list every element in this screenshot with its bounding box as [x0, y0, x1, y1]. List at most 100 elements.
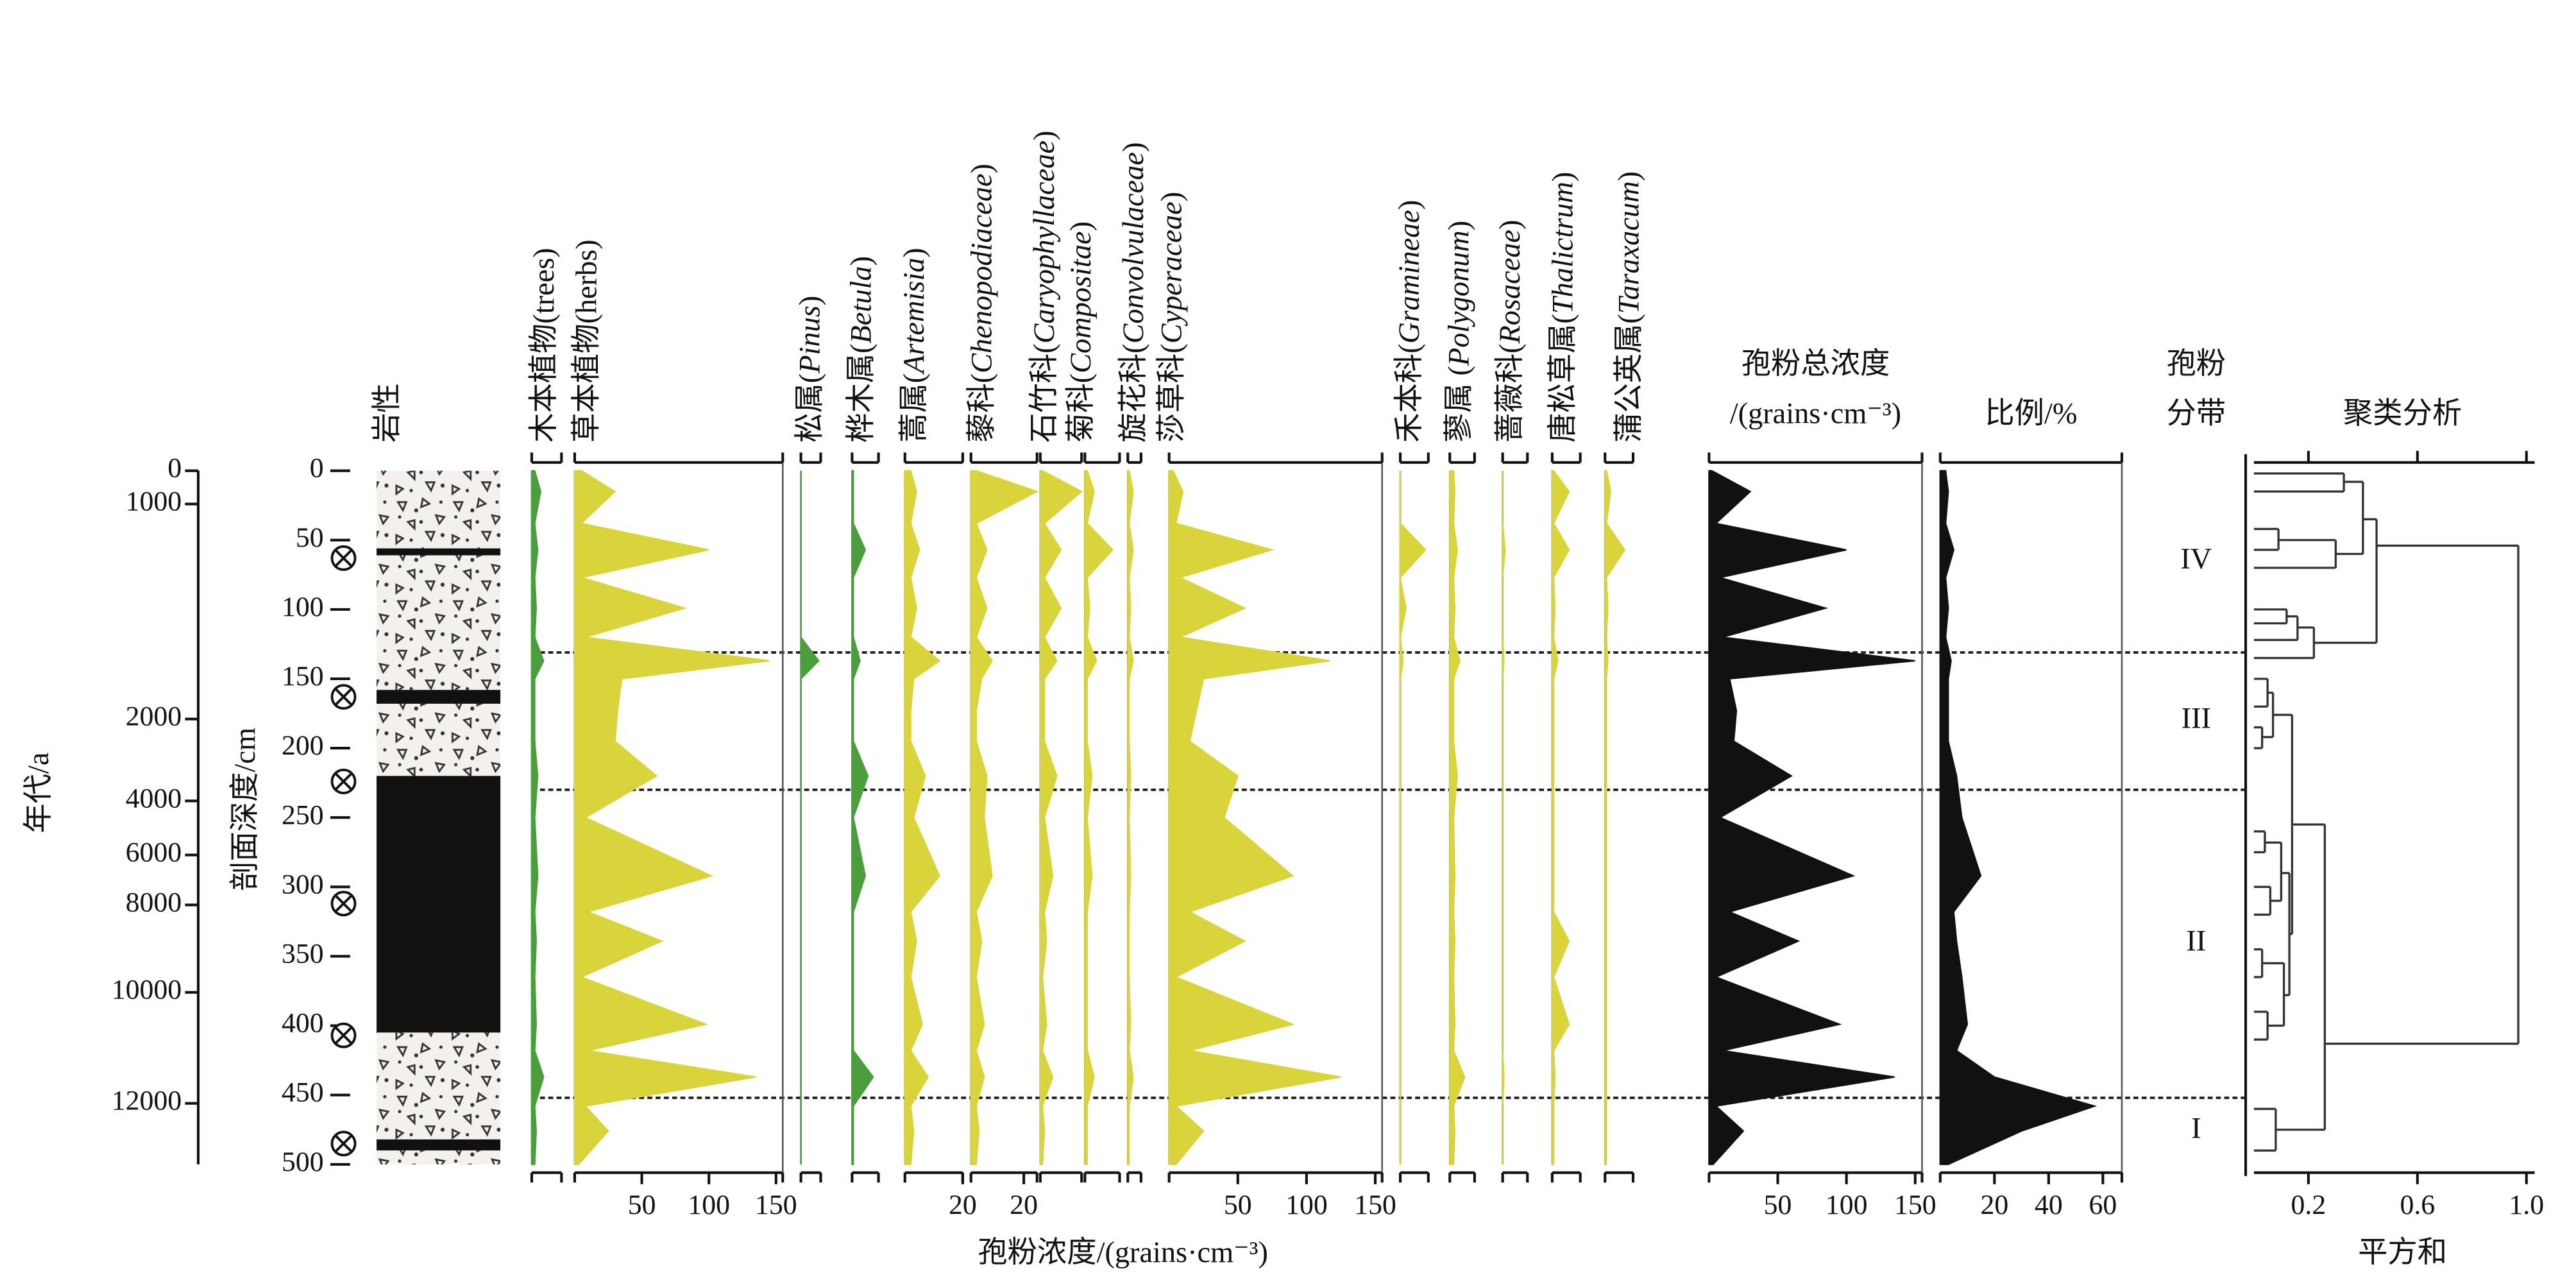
depth-tick-label: 300 — [282, 869, 324, 900]
panel-header: 石竹科(Caryophyllaceae) — [1028, 131, 1061, 443]
panel-subheader: /(grains·cm⁻³) — [1730, 397, 1901, 430]
header-part: Compositae — [1064, 231, 1097, 373]
dating-marker — [330, 891, 357, 917]
pollen-curve — [970, 470, 1039, 1165]
header-part: 松属( — [793, 373, 826, 443]
pollen-curve — [1084, 470, 1114, 1165]
header-part: 蓼属 ( — [1443, 366, 1475, 443]
header-part: ) — [1064, 221, 1097, 231]
age-tick-label: 12000 — [112, 1086, 182, 1116]
header-part: Cyperaceae — [1155, 201, 1188, 343]
header-part: ) — [1393, 200, 1426, 210]
lithology-layer — [377, 690, 501, 704]
lithology-title: 岩性 — [371, 383, 403, 443]
header-part: ) — [1117, 142, 1150, 152]
pollen-curve — [1939, 470, 2097, 1165]
pollen-curve — [1449, 470, 1466, 1165]
dating-cross — [334, 687, 353, 706]
header-part: ) — [1546, 172, 1579, 182]
age-tick-label: 0 — [167, 453, 182, 484]
header-part: 莎草科( — [1155, 343, 1188, 442]
x-tick-label: 20 — [1010, 1190, 1038, 1220]
age-tick-label: 4000 — [126, 783, 182, 814]
header-part: Polygonum — [1443, 230, 1475, 366]
age-tick-label: 8000 — [126, 887, 182, 917]
panel-header: 桦木属(Betula) — [845, 256, 877, 443]
pollen-curve — [1502, 470, 1506, 1165]
header-part: ) — [897, 248, 930, 257]
header-part: 禾本科( — [1393, 343, 1426, 442]
panel-header: 松属(Pinus) — [793, 296, 826, 443]
header-part: Chenopodiaceae — [965, 173, 998, 373]
depth-tick-label: 400 — [282, 1008, 324, 1039]
x-tick-label: 20 — [949, 1190, 977, 1220]
depth-tick-label: 150 — [282, 661, 324, 692]
dating-marker — [330, 684, 357, 710]
x-tick-label: 150 — [1894, 1190, 1936, 1220]
x-tick-label: 20 — [1980, 1190, 2008, 1220]
header-part: Artemisia — [897, 258, 930, 375]
dating-cross — [334, 549, 353, 568]
cluster-tick-label: 0.6 — [2400, 1190, 2435, 1220]
header-part: Thalictrum — [1546, 182, 1579, 314]
depth-tick-label: 250 — [282, 799, 324, 830]
header-part: 蒲公英属( — [1613, 314, 1645, 443]
depth-tick-label: 350 — [282, 939, 324, 969]
x-tick-label: 150 — [755, 1190, 797, 1220]
pollen-curve — [1604, 470, 1626, 1165]
pollen-curve — [800, 470, 820, 1165]
header-part: ) — [1494, 220, 1527, 230]
header-part: 唐松草属( — [1546, 314, 1579, 443]
age-axis-label: 年代/a — [22, 753, 55, 833]
header-part: 菊科( — [1064, 373, 1097, 443]
cluster-tick-label: 1.0 — [2509, 1190, 2544, 1220]
pollen-curve — [904, 470, 941, 1165]
depth-tick-label: 0 — [310, 453, 324, 484]
header-part: ) — [1443, 221, 1475, 230]
panel-header: 木本植物(trees) — [528, 248, 561, 443]
header-part: Rosaceae — [1494, 230, 1527, 345]
depth-tick-label: 50 — [296, 522, 324, 553]
lithology-layer — [377, 1139, 501, 1151]
x-tick-label: 100 — [1285, 1190, 1328, 1220]
zone-label: II — [2186, 925, 2206, 958]
lithology-layer — [377, 1032, 501, 1139]
x-axis-label: 孢粉浓度/(grains·cm⁻³) — [978, 1236, 1268, 1269]
header-part: Taraxacum — [1613, 181, 1645, 314]
pollen-curve — [1168, 470, 1341, 1165]
pollen-curve — [530, 470, 545, 1165]
x-tick-label: 50 — [628, 1190, 656, 1220]
lithology-layer — [377, 1150, 501, 1165]
x-tick-label: 150 — [1354, 1190, 1396, 1220]
zone-title: 分带 — [2166, 397, 2226, 430]
panel-header: 比例/% — [1985, 397, 2077, 430]
cluster-title: 聚类分析 — [2343, 397, 2462, 430]
panel-header: 莎草科(Cyperaceae) — [1155, 192, 1188, 443]
header-part: 石竹科( — [1028, 343, 1061, 442]
lithology-layer — [377, 548, 501, 556]
cluster-tick-label: 0.2 — [2291, 1190, 2326, 1220]
zone-label: I — [2191, 1113, 2201, 1145]
zone-title: 孢粉 — [2166, 348, 2226, 380]
age-tick-label: 2000 — [126, 701, 182, 732]
header-part: ) — [1613, 171, 1645, 181]
header-part: ) — [845, 256, 877, 266]
dating-cross — [334, 772, 353, 791]
depth-tick-label: 200 — [282, 730, 324, 761]
panel-header: 蔷薇科(Rosaceae) — [1494, 220, 1527, 443]
pollen-curve — [1127, 470, 1134, 1165]
dating-marker — [330, 769, 357, 794]
panel-header: 旋花科(Convolvulaceae) — [1117, 142, 1150, 443]
x-tick-label: 50 — [1764, 1190, 1792, 1220]
header-part: Convolvulaceae — [1117, 152, 1150, 343]
age-tick-label: 1000 — [126, 486, 182, 517]
pollen-curve — [573, 470, 770, 1165]
lithology-layer — [377, 470, 501, 549]
header-part: Caryophyllaceae — [1028, 141, 1061, 343]
x-tick-label: 100 — [688, 1190, 730, 1220]
panel-header: 菊科(Compositae) — [1064, 221, 1097, 443]
dating-cross — [334, 1134, 353, 1153]
dating-marker — [330, 1022, 357, 1048]
header-part: 蒿属( — [897, 373, 930, 443]
